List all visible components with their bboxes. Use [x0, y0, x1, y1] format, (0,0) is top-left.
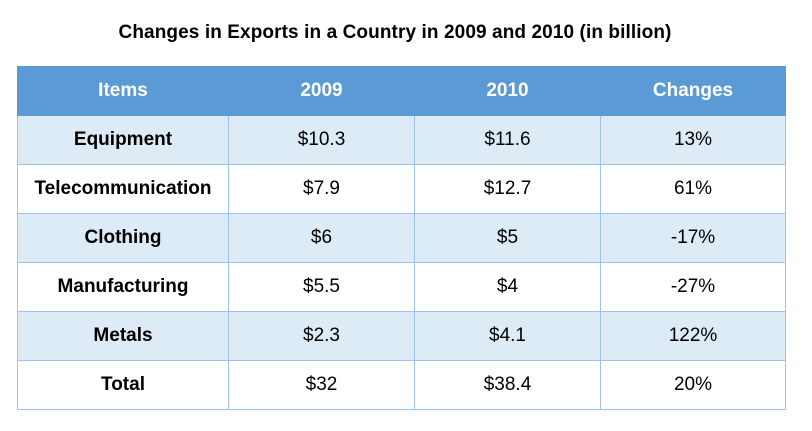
item-cell: Manufacturing: [17, 262, 229, 312]
header-changes: Changes: [600, 66, 786, 116]
change-cell: 61%: [600, 164, 786, 214]
value-2010-cell: $4: [414, 262, 601, 312]
table-row-total: Total $32 $38.4 20%: [17, 360, 786, 410]
header-2010: 2010: [414, 66, 601, 116]
value-2009-cell: $5.5: [228, 262, 415, 312]
change-cell: 20%: [600, 360, 786, 410]
value-2010-cell: $4.1: [414, 311, 601, 361]
item-cell: Equipment: [17, 115, 229, 165]
item-cell: Telecommunication: [17, 164, 229, 214]
change-cell: -17%: [600, 213, 786, 263]
table-title: Changes in Exports in a Country in 2009 …: [118, 22, 672, 43]
value-2010-cell: $38.4: [414, 360, 601, 410]
table-row: Clothing $6 $5 -17%: [17, 213, 786, 263]
exports-table: Items 2009 2010 Changes Equipment $10.3 …: [17, 66, 786, 410]
header-row: Items 2009 2010 Changes: [17, 66, 786, 116]
value-2010-cell: $11.6: [414, 115, 601, 165]
change-cell: 13%: [600, 115, 786, 165]
header-items: Items: [17, 66, 229, 116]
value-2009-cell: $6: [228, 213, 415, 263]
table-row: Equipment $10.3 $11.6 13%: [17, 115, 786, 165]
value-2009-cell: $32: [228, 360, 415, 410]
value-2009-cell: $2.3: [228, 311, 415, 361]
table-row: Metals $2.3 $4.1 122%: [17, 311, 786, 361]
value-2009-cell: $10.3: [228, 115, 415, 165]
item-cell: Total: [17, 360, 229, 410]
item-cell: Clothing: [17, 213, 229, 263]
item-cell: Metals: [17, 311, 229, 361]
table-row: Manufacturing $5.5 $4 -27%: [17, 262, 786, 312]
change-cell: 122%: [600, 311, 786, 361]
change-cell: -27%: [600, 262, 786, 312]
table-row: Telecommunication $7.9 $12.7 61%: [17, 164, 786, 214]
value-2010-cell: $5: [414, 213, 601, 263]
header-2009: 2009: [228, 66, 415, 116]
value-2009-cell: $7.9: [228, 164, 415, 214]
value-2010-cell: $12.7: [414, 164, 601, 214]
